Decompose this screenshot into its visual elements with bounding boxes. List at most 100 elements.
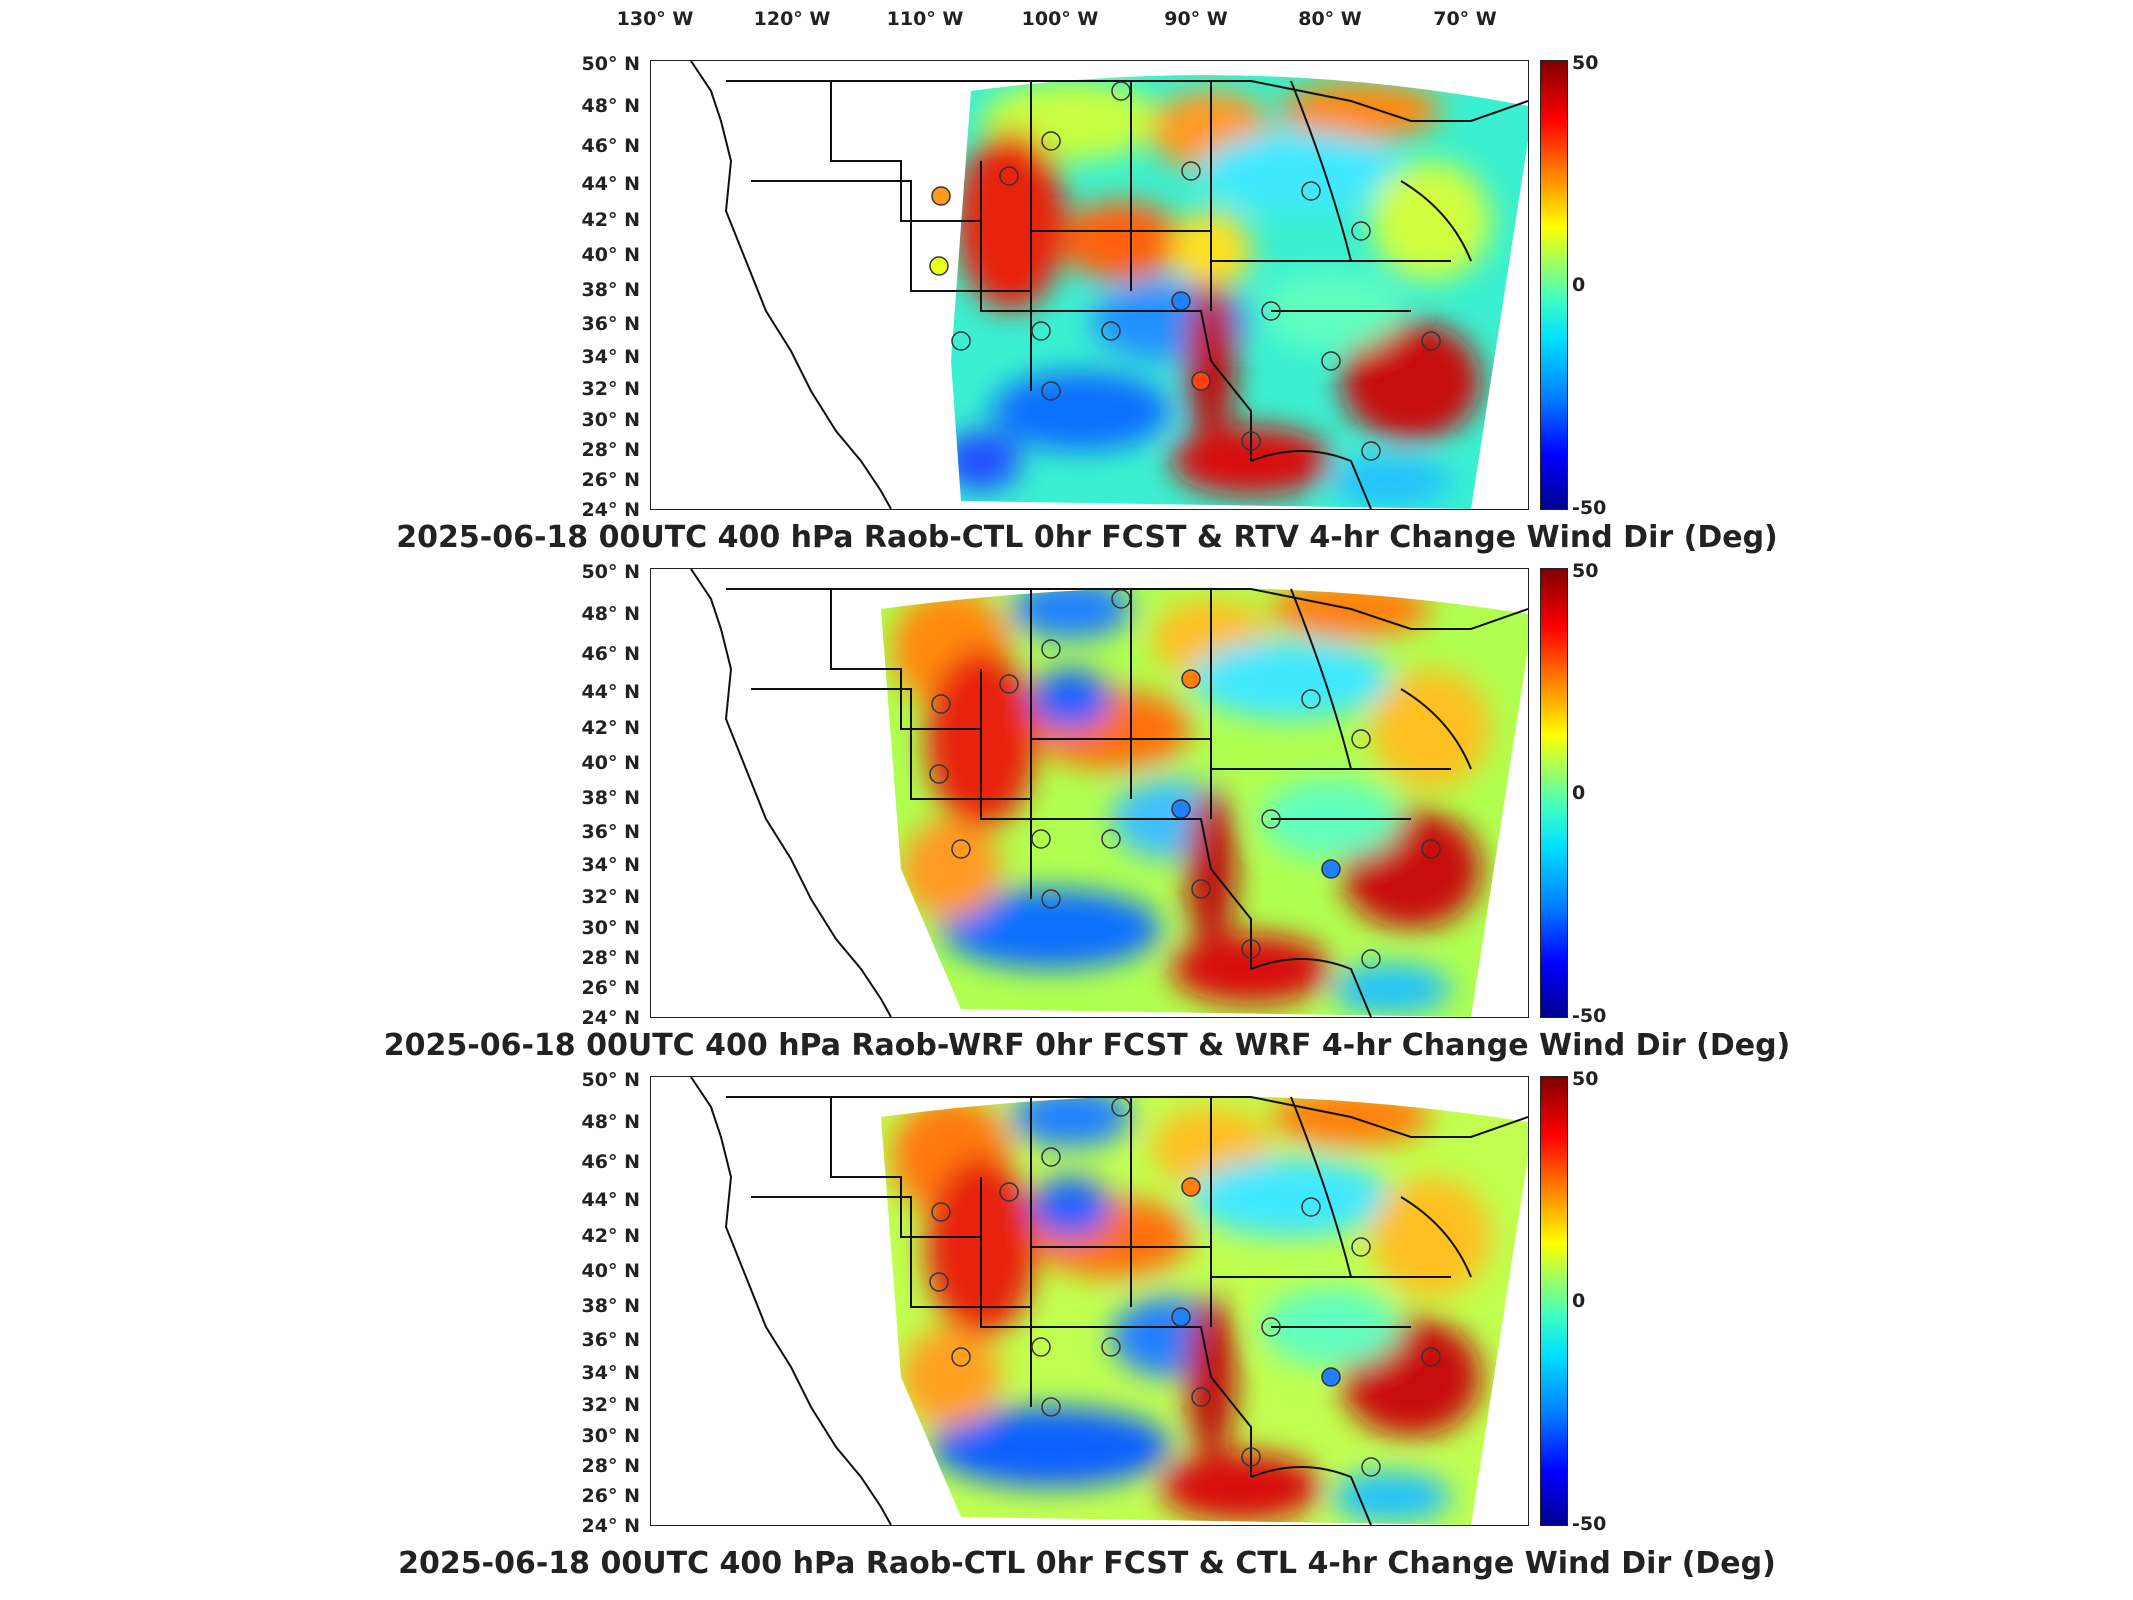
lon-label-80w: 80° W xyxy=(1298,8,1362,30)
lat-label: 30° N xyxy=(581,1425,640,1447)
station-marker xyxy=(1181,161,1201,181)
station-marker xyxy=(931,1202,951,1222)
lat-label: 50° N xyxy=(581,53,640,75)
station-marker xyxy=(929,764,949,784)
station-marker xyxy=(931,186,951,206)
station-marker xyxy=(1301,689,1321,709)
panel-title: 2025-06-18 00UTC 400 hPa Raob-WRF 0hr FC… xyxy=(383,1028,1791,1063)
colorbar-mid-label: 0 xyxy=(1572,274,1586,296)
lat-label: 44° N xyxy=(581,1189,640,1211)
lat-label: 42° N xyxy=(581,1225,640,1247)
station-marker xyxy=(1361,949,1381,969)
raob-stations xyxy=(929,1097,1441,1477)
station-marker xyxy=(999,674,1019,694)
lat-label: 40° N xyxy=(581,244,640,266)
lon-label-100w: 100° W xyxy=(1021,8,1099,30)
lat-label: 36° N xyxy=(581,821,640,843)
lat-label: 26° N xyxy=(581,977,640,999)
lat-label: 44° N xyxy=(581,173,640,195)
lat-label: 30° N xyxy=(581,917,640,939)
station-marker xyxy=(1241,431,1261,451)
station-marker xyxy=(1041,381,1061,401)
lat-label: 26° N xyxy=(581,1485,640,1507)
station-marker xyxy=(1421,839,1441,859)
colorbar-min-label: -50 xyxy=(1572,1005,1607,1027)
lat-label: 30° N xyxy=(581,409,640,431)
lat-label: 46° N xyxy=(581,1151,640,1173)
station-marker xyxy=(951,331,971,351)
station-marker xyxy=(1421,331,1441,351)
panel-title: 2025-06-18 00UTC 400 hPa Raob-CTL 0hr FC… xyxy=(396,520,1778,555)
lon-label-70w: 70° W xyxy=(1433,8,1497,30)
station-marker xyxy=(1111,589,1131,609)
lon-label-120w: 120° W xyxy=(753,8,831,30)
lat-label: 40° N xyxy=(581,1260,640,1282)
lat-label: 38° N xyxy=(581,1295,640,1317)
map-frame xyxy=(650,1076,1529,1526)
station-marker xyxy=(1351,1237,1371,1257)
station-marker xyxy=(1111,1097,1131,1117)
lat-label: 28° N xyxy=(581,947,640,969)
lat-label: 38° N xyxy=(581,787,640,809)
station-marker xyxy=(1181,1177,1201,1197)
colorbar xyxy=(1540,1076,1568,1526)
colorbar-max-label: 50 xyxy=(1572,52,1599,74)
station-marker xyxy=(1321,859,1341,879)
station-marker xyxy=(1041,1147,1061,1167)
lat-label: 44° N xyxy=(581,681,640,703)
map-panel-2: 50° N 48° N 46° N 44° N 42° N 40° N 38° … xyxy=(0,560,2133,1068)
lat-label: 46° N xyxy=(581,135,640,157)
colorbar xyxy=(1540,60,1568,510)
lat-label: 42° N xyxy=(581,717,640,739)
station-marker xyxy=(951,839,971,859)
map-panel-1: 50° N 48° N 46° N 44° N 42° N 40° N 38° … xyxy=(0,52,2133,560)
station-marker xyxy=(1421,1347,1441,1367)
station-marker xyxy=(1031,321,1051,341)
station-marker xyxy=(1351,221,1371,241)
station-marker xyxy=(1101,829,1121,849)
lat-label: 48° N xyxy=(581,95,640,117)
lat-label: 34° N xyxy=(581,346,640,368)
colorbar-mid-label: 0 xyxy=(1572,782,1586,804)
wind-direction-map xyxy=(690,61,1528,509)
station-marker xyxy=(1241,939,1261,959)
station-marker xyxy=(1261,301,1281,321)
station-marker xyxy=(929,1272,949,1292)
lon-label-110w: 110° W xyxy=(886,8,964,30)
station-marker xyxy=(1361,1457,1381,1477)
station-marker xyxy=(1301,1197,1321,1217)
raob-stations xyxy=(929,81,1441,461)
lat-label: 32° N xyxy=(581,886,640,908)
station-marker xyxy=(1361,441,1381,461)
panel-title: 2025-06-18 00UTC 400 hPa Raob-CTL 0hr FC… xyxy=(398,1546,1776,1581)
lat-label: 32° N xyxy=(581,1394,640,1416)
lat-label: 48° N xyxy=(581,1111,640,1133)
lon-label-130w: 130° W xyxy=(616,8,694,30)
colorbar-min-label: -50 xyxy=(1572,1513,1607,1535)
lat-label: 28° N xyxy=(581,439,640,461)
station-marker xyxy=(1191,371,1211,391)
station-marker xyxy=(1261,1317,1281,1337)
lat-label: 34° N xyxy=(581,1362,640,1384)
lat-label: 50° N xyxy=(581,1069,640,1091)
lon-label-90w: 90° W xyxy=(1164,8,1228,30)
station-marker xyxy=(1191,1387,1211,1407)
station-marker xyxy=(1321,1367,1341,1387)
station-marker xyxy=(1041,131,1061,151)
map-panel-3: 50° N 48° N 46° N 44° N 42° N 40° N 38° … xyxy=(0,1068,2133,1581)
lat-label: 46° N xyxy=(581,643,640,665)
wind-direction-map xyxy=(690,1077,1528,1525)
lat-label: 24° N xyxy=(581,1007,640,1029)
station-marker xyxy=(1041,1397,1061,1417)
lat-label: 28° N xyxy=(581,1455,640,1477)
map-frame xyxy=(650,568,1529,1018)
station-marker xyxy=(999,166,1019,186)
wind-field xyxy=(951,75,1528,509)
lat-label: 50° N xyxy=(581,561,640,583)
lat-label: 36° N xyxy=(581,313,640,335)
station-marker xyxy=(951,1347,971,1367)
boundaries xyxy=(690,569,1528,1017)
wind-field xyxy=(881,587,1528,1017)
station-marker xyxy=(929,256,949,276)
lat-label: 42° N xyxy=(581,209,640,231)
